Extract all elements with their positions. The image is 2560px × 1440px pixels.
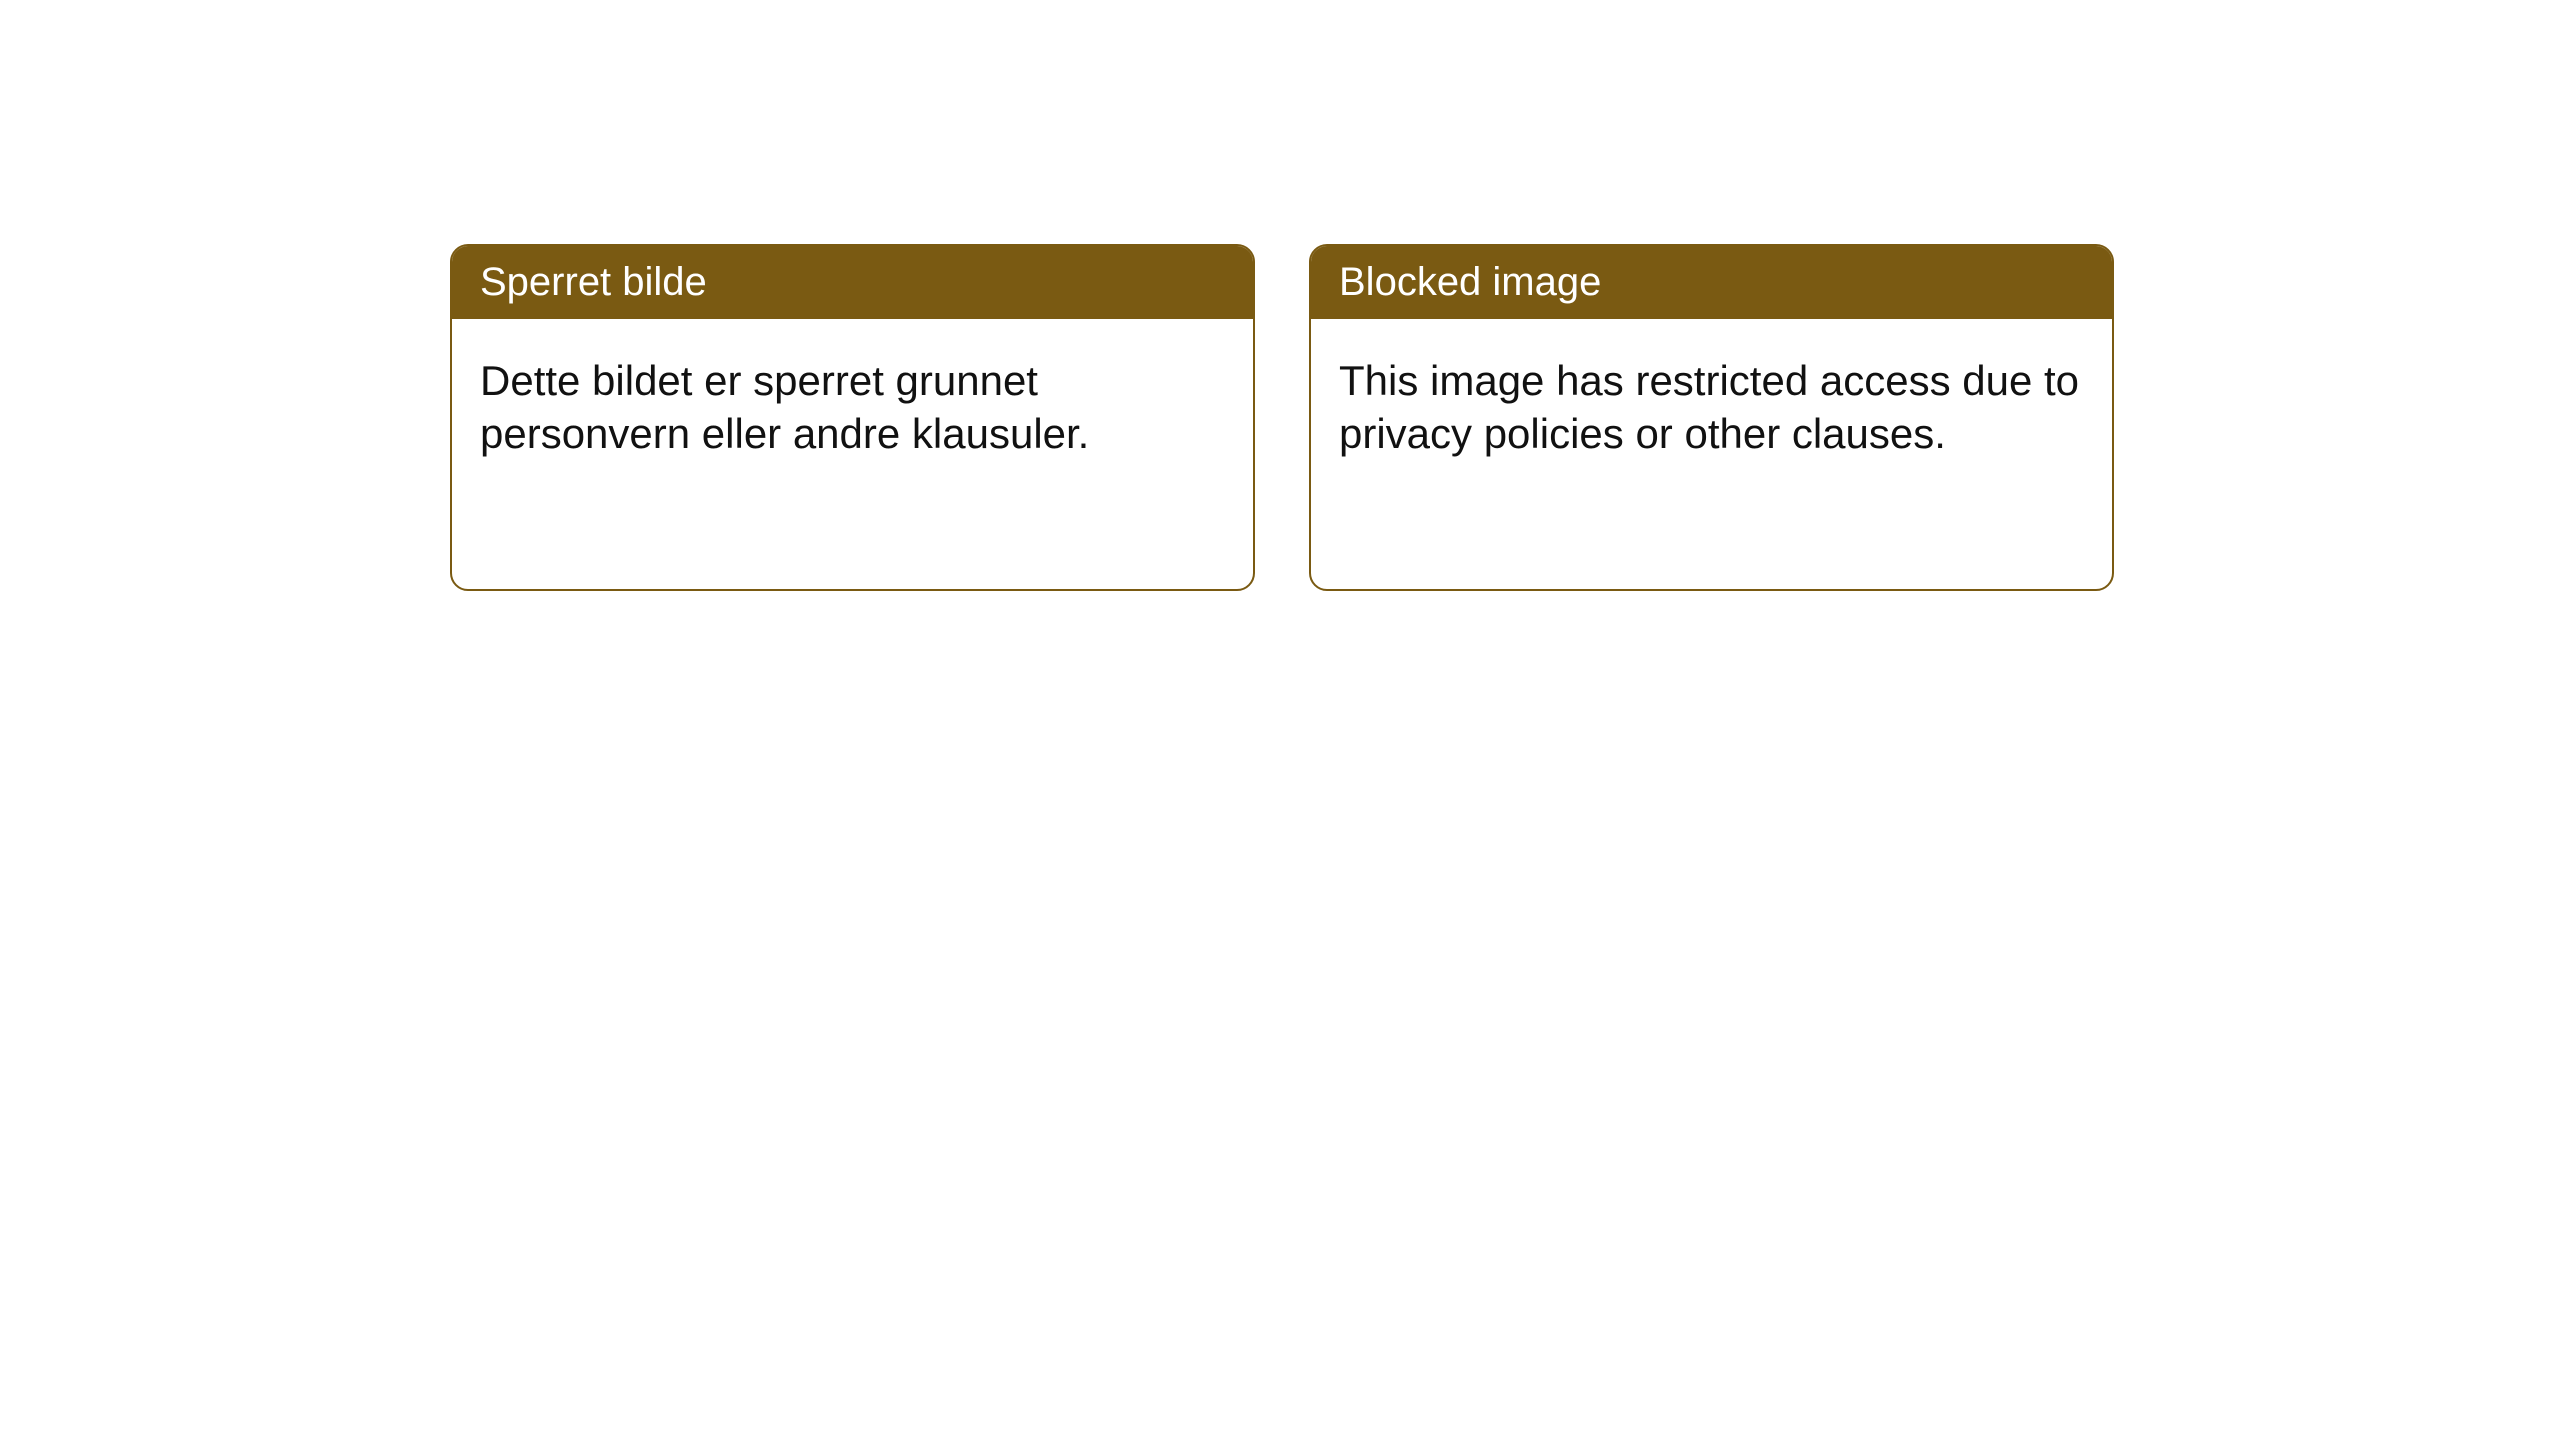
notice-card-norwegian: Sperret bilde Dette bildet er sperret gr… <box>450 244 1255 591</box>
card-body-text: Dette bildet er sperret grunnet personve… <box>480 357 1089 457</box>
card-title: Blocked image <box>1339 260 1601 304</box>
card-header: Blocked image <box>1311 246 2112 319</box>
card-body: This image has restricted access due to … <box>1311 319 2112 589</box>
notice-cards-container: Sperret bilde Dette bildet er sperret gr… <box>450 244 2114 591</box>
card-body-text: This image has restricted access due to … <box>1339 357 2079 457</box>
card-body: Dette bildet er sperret grunnet personve… <box>452 319 1253 589</box>
card-title: Sperret bilde <box>480 260 707 304</box>
notice-card-english: Blocked image This image has restricted … <box>1309 244 2114 591</box>
card-header: Sperret bilde <box>452 246 1253 319</box>
